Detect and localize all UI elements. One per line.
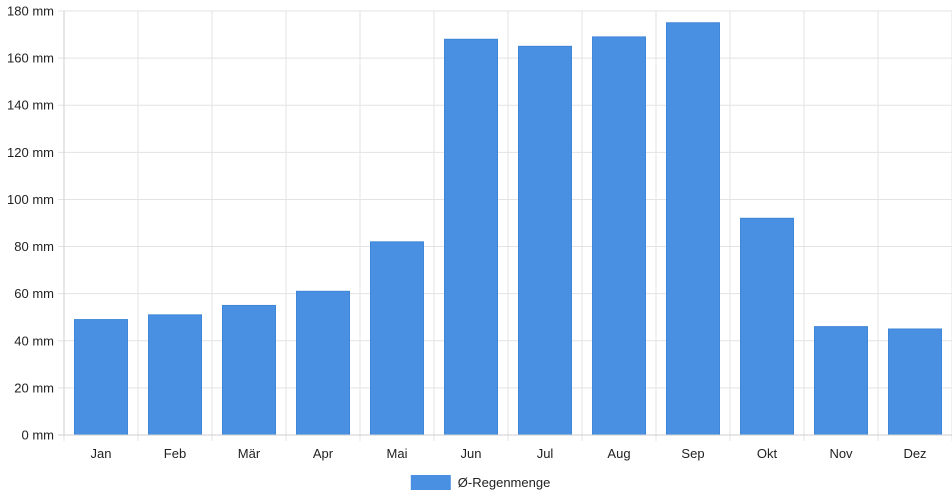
x-tick-label: Okt [757, 446, 778, 461]
x-tick-label: Mai [387, 446, 408, 461]
bar-mai[interactable] [370, 241, 424, 436]
y-tick-label: 60 mm [14, 286, 54, 301]
x-tick-label: Mär [238, 446, 261, 461]
x-tick-label: Feb [164, 446, 186, 461]
bar-aug[interactable] [592, 36, 646, 436]
y-tick-label: 40 mm [14, 333, 54, 348]
bar-apr[interactable] [296, 290, 350, 436]
bars [74, 22, 942, 436]
bar-nov[interactable] [814, 326, 868, 436]
x-tick-label: Dez [903, 446, 926, 461]
bar-mär[interactable] [222, 304, 276, 436]
y-tick-label: 0 mm [22, 428, 55, 443]
y-tick-label: 180 mm [7, 4, 54, 19]
y-tick-label: 160 mm [7, 51, 54, 66]
bar-jun[interactable] [444, 38, 498, 436]
x-tick-label: Nov [829, 446, 853, 461]
legend[interactable]: Ø-Regenmenge [410, 475, 551, 490]
x-tick-label: Sep [681, 446, 704, 461]
y-tick-label: 100 mm [7, 192, 54, 207]
x-tick-label: Jul [537, 446, 554, 461]
bar-feb[interactable] [148, 314, 202, 436]
y-tick-label: 120 mm [7, 145, 54, 160]
y-tick-label: 140 mm [7, 98, 54, 113]
x-tick-label: Apr [313, 446, 334, 461]
y-tick-label: 80 mm [14, 239, 54, 254]
axes: 0 mm 20 mm 40 mm 60 mm 80 mm 100 mm 120 mm 140 … [7, 4, 952, 461]
bar-dez[interactable] [888, 328, 942, 436]
x-tick-label: Jan [91, 446, 112, 461]
legend-label[interactable]: Ø-Regenmenge [458, 475, 551, 490]
x-tick-label: Aug [607, 446, 630, 461]
bar-jul[interactable] [518, 45, 572, 436]
bar-jan[interactable] [74, 319, 128, 436]
bar-okt[interactable] [740, 217, 794, 436]
x-tick-label: Jun [461, 446, 482, 461]
legend-swatch[interactable] [410, 475, 451, 490]
bar-sep[interactable] [666, 22, 720, 436]
y-tick-label: 20 mm [14, 380, 54, 395]
